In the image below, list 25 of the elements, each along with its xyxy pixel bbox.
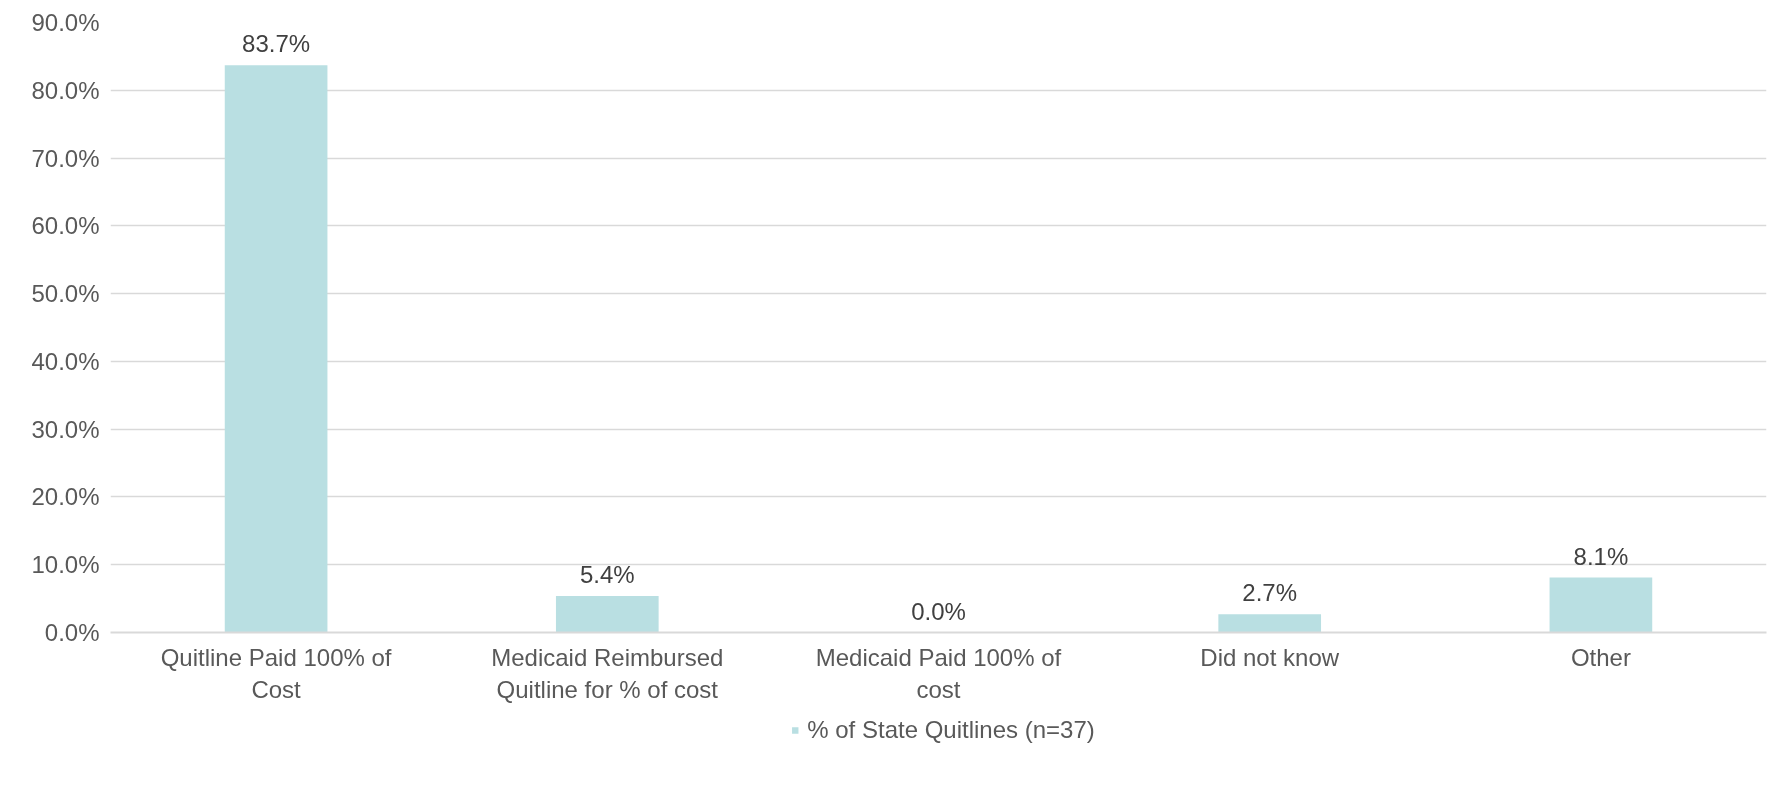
y-tick-label: 40.0%	[31, 347, 100, 375]
x-tick-label: Medicaid Paid 100% of cost	[815, 643, 1062, 703]
y-tick-label: 90.0%	[31, 9, 100, 36]
bar	[555, 595, 659, 633]
x-tick-label: Medicaid Reimbursed Quitline for % of cost	[491, 643, 724, 703]
data-label: 5.4%	[579, 560, 635, 588]
bar	[224, 65, 328, 633]
legend-label: % of State Quitlines (n=37)	[807, 716, 1095, 744]
data-label: 8.1%	[1573, 542, 1629, 570]
bar	[1549, 577, 1653, 633]
y-tick-label: 20.0%	[31, 483, 100, 511]
x-tick-label: Quitline Paid 100% of Cost	[160, 643, 392, 703]
y-tick-label: 50.0%	[31, 280, 100, 308]
y-tick-label: 30.0%	[31, 415, 100, 443]
x-tick-label: Did not know	[1200, 643, 1340, 671]
y-tick-label: 70.0%	[31, 144, 100, 172]
y-tick-label: 60.0%	[31, 212, 100, 240]
bar	[1218, 614, 1322, 633]
x-tick-label: Other	[1570, 643, 1631, 671]
y-tick-label: 0.0%	[44, 619, 100, 646]
y-tick-label: 80.0%	[31, 76, 100, 104]
y-tick-label: 10.0%	[31, 551, 100, 579]
data-label: 83.7%	[242, 30, 311, 58]
data-label: 2.7%	[1242, 579, 1298, 607]
data-label: 0.0%	[911, 597, 966, 625]
